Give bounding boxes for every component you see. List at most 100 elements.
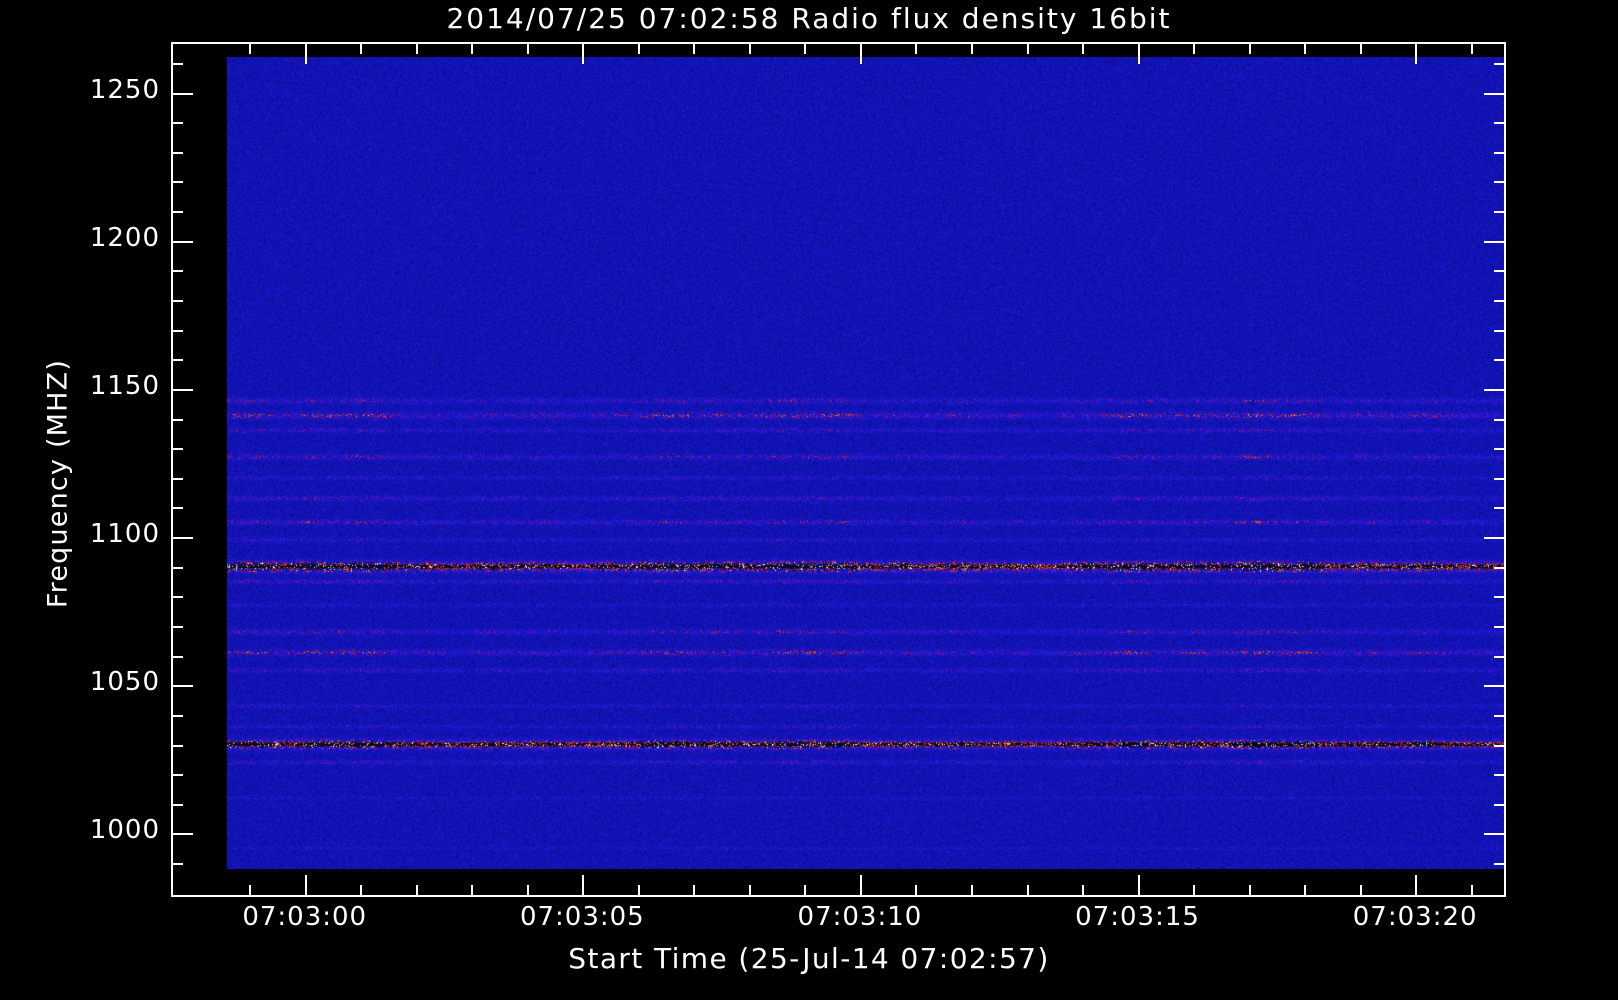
x-tick-label-070315: 07:03:15 (1075, 902, 1200, 932)
y-tick-label-1100: 1100 (89, 519, 160, 550)
y-tick-major-right-1050 (1484, 685, 1506, 687)
y-tick-minor-1030 (171, 745, 183, 747)
y-tick-minor-1180 (171, 300, 183, 302)
x-tick-minor-top-20 (1249, 42, 1251, 54)
y-tick-minor-right-1010 (1494, 804, 1506, 806)
x-tick-minor-top-24 (1471, 42, 1473, 54)
x-tick-minor-top-12 (804, 42, 806, 54)
x-tick-major-18 (1138, 875, 1140, 897)
x-tick-minor-top-10 (693, 42, 695, 54)
y-tick-major-1200 (171, 241, 193, 243)
y-tick-minor-1240 (171, 122, 183, 124)
x-tick-minor-12 (804, 885, 806, 897)
y-tick-minor-right-1020 (1494, 774, 1506, 776)
y-tick-minor-1020 (171, 774, 183, 776)
x-tick-minor-top-14 (915, 42, 917, 54)
x-tick-minor-top-7 (527, 42, 529, 54)
x-tick-minor-17 (1082, 885, 1084, 897)
y-tick-minor-1170 (171, 330, 183, 332)
y-tick-major-1000 (171, 833, 193, 835)
x-tick-minor-6 (471, 885, 473, 897)
x-tick-minor-top-4 (360, 42, 362, 54)
y-tick-minor-1130 (171, 448, 183, 450)
y-tick-minor-1210 (171, 211, 183, 213)
x-tick-minor-top-15 (971, 42, 973, 54)
y-tick-major-right-1250 (1484, 93, 1506, 95)
x-tick-minor-19 (1193, 885, 1195, 897)
x-tick-minor-9 (638, 885, 640, 897)
y-tick-major-right-1100 (1484, 537, 1506, 539)
y-tick-minor-1060 (171, 656, 183, 658)
spectrogram-image (227, 57, 1504, 869)
x-tick-major-top-13 (860, 42, 862, 64)
y-tick-label-1150: 1150 (89, 370, 160, 401)
x-tick-label-070305: 07:03:05 (519, 902, 645, 932)
y-tick-minor-1040 (171, 715, 183, 717)
x-tick-minor-top-5 (416, 42, 418, 54)
y-tick-minor-1190 (171, 270, 183, 272)
y-tick-minor-right-1090 (1494, 567, 1506, 569)
page-title: 2014/07/25 07:02:58 Radio flux density 1… (446, 2, 1172, 35)
y-tick-minor-right-1130 (1494, 448, 1506, 450)
y-tick-minor-right-1030 (1494, 745, 1506, 747)
x-tick-minor-2 (249, 885, 251, 897)
x-tick-major-top-18 (1138, 42, 1140, 64)
x-tick-minor-15 (971, 885, 973, 897)
y-tick-minor-1230 (171, 152, 183, 154)
x-tick-major-3 (305, 875, 307, 897)
x-tick-minor-24 (1471, 885, 1473, 897)
x-tick-label-070310: 07:03:10 (797, 902, 923, 932)
x-tick-minor-16 (1027, 885, 1029, 897)
x-tick-minor-top-9 (638, 42, 640, 54)
x-tick-minor-14 (915, 885, 917, 897)
y-tick-minor-1260 (171, 63, 183, 65)
y-tick-major-1100 (171, 537, 193, 539)
y-tick-major-right-1200 (1484, 241, 1506, 243)
y-tick-minor-right-1260 (1494, 63, 1506, 65)
y-tick-minor-right-1080 (1494, 596, 1506, 598)
y-tick-minor-right-1060 (1494, 656, 1506, 658)
x-tick-minor-top-11 (749, 42, 751, 54)
x-tick-minor-top-22 (1360, 42, 1362, 54)
y-tick-minor-1080 (171, 596, 183, 598)
y-tick-minor-1160 (171, 359, 183, 361)
x-axis-title: Start Time (25-Jul-14 07:02:57) (568, 942, 1050, 975)
y-tick-major-1250 (171, 93, 193, 95)
x-tick-minor-20 (1249, 885, 1251, 897)
y-tick-major-1050 (171, 685, 193, 687)
y-tick-minor-1010 (171, 804, 183, 806)
y-tick-label-1000: 1000 (89, 815, 160, 846)
y-tick-minor-right-1180 (1494, 300, 1506, 302)
y-tick-minor-1120 (171, 478, 183, 480)
y-tick-minor-right-1120 (1494, 478, 1506, 480)
x-tick-minor-top-2 (249, 42, 251, 54)
x-tick-minor-top-21 (1304, 42, 1306, 54)
y-tick-label-1200: 1200 (89, 222, 160, 253)
x-tick-label-070320: 07:03:20 (1352, 902, 1478, 932)
y-tick-minor-right-1220 (1494, 181, 1506, 183)
x-tick-minor-22 (1360, 885, 1362, 897)
y-tick-minor-right-1160 (1494, 359, 1506, 361)
y-tick-major-right-1000 (1484, 833, 1506, 835)
x-tick-major-top-23 (1415, 42, 1417, 64)
y-tick-minor-1090 (171, 567, 183, 569)
y-tick-major-right-1150 (1484, 389, 1506, 391)
y-tick-minor-right-1190 (1494, 270, 1506, 272)
x-tick-minor-top-19 (1193, 42, 1195, 54)
y-tick-minor-right-1240 (1494, 122, 1506, 124)
y-tick-minor-990 (171, 863, 183, 865)
x-tick-minor-7 (527, 885, 529, 897)
x-tick-label-070300: 07:03:00 (242, 902, 368, 932)
y-tick-minor-1220 (171, 181, 183, 183)
y-axis-title: Frequency (MHZ) (42, 358, 74, 609)
x-tick-minor-11 (749, 885, 751, 897)
y-tick-minor-right-1110 (1494, 507, 1506, 509)
y-tick-minor-1140 (171, 419, 183, 421)
y-tick-label-1250: 1250 (89, 74, 160, 105)
x-tick-minor-10 (693, 885, 695, 897)
y-tick-major-1150 (171, 389, 193, 391)
x-tick-minor-4 (360, 885, 362, 897)
x-tick-major-top-3 (305, 42, 307, 64)
y-tick-minor-right-1140 (1494, 419, 1506, 421)
